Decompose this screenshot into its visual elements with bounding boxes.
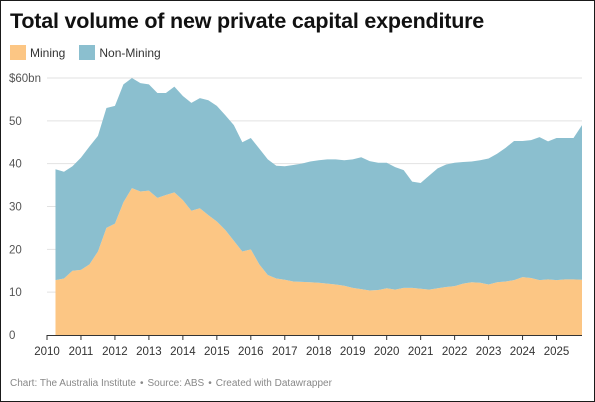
x-tick-label: 2025 <box>544 346 570 358</box>
x-tick-label: 2023 <box>476 346 502 358</box>
x-tick-label: 2017 <box>272 346 298 358</box>
x-tick-label: 2010 <box>34 346 60 358</box>
y-tick-label: $60bn <box>9 73 41 85</box>
area-non-mining <box>55 78 583 291</box>
footer-created-with: Created with Datawrapper <box>215 378 332 389</box>
legend-item-mining: Mining <box>10 45 65 60</box>
legend-swatch-non-mining <box>79 45 96 60</box>
legend: Mining Non-Mining <box>10 45 175 60</box>
x-tick-label: 2022 <box>442 346 468 358</box>
x-tick-label: 2020 <box>374 346 400 358</box>
x-tick-label: 2018 <box>306 346 332 358</box>
footer-chart-credit: Chart: The Australia Institute <box>10 378 136 389</box>
y-tick-label: 0 <box>9 330 15 342</box>
footer-source: Source: ABS <box>147 378 205 389</box>
y-tick-label: 50 <box>9 116 22 128</box>
legend-item-non-mining: Non-Mining <box>79 45 161 60</box>
x-tick-label: 2014 <box>170 346 196 358</box>
x-tick-label: 2024 <box>510 346 536 358</box>
chart-title: Total volume of new private capital expe… <box>10 9 485 33</box>
x-tick-label: 2019 <box>340 346 366 358</box>
x-tick-label: 2021 <box>408 346 434 358</box>
x-tick-label: 2013 <box>136 346 162 358</box>
footer-separator: • <box>208 378 212 389</box>
y-tick-label: 20 <box>9 244 22 256</box>
y-tick-label: 30 <box>9 202 22 214</box>
y-tick-label: 40 <box>9 159 22 171</box>
stacked-areas <box>55 78 583 335</box>
area-mining <box>55 188 583 335</box>
footer: Chart: The Australia Institute • Source: A… <box>10 378 332 389</box>
x-tick-label: 2011 <box>69 346 94 358</box>
x-tick-label: 2015 <box>204 346 230 358</box>
legend-swatch-mining <box>10 45 26 60</box>
y-axis: 0 10 20 30 40 50 $60bn <box>9 73 41 342</box>
y-tick-label: 10 <box>9 287 22 299</box>
legend-label-mining: Mining <box>30 45 66 60</box>
legend-label-non-mining: Non-Mining <box>99 45 161 60</box>
x-axis: 2010 2011 2012 2013 2014 2015 2016 2017 2018 2019… <box>34 335 582 358</box>
x-tick-label: 2012 <box>102 346 128 358</box>
x-tick-label: 2016 <box>238 346 264 358</box>
footer-separator: • <box>140 378 144 389</box>
